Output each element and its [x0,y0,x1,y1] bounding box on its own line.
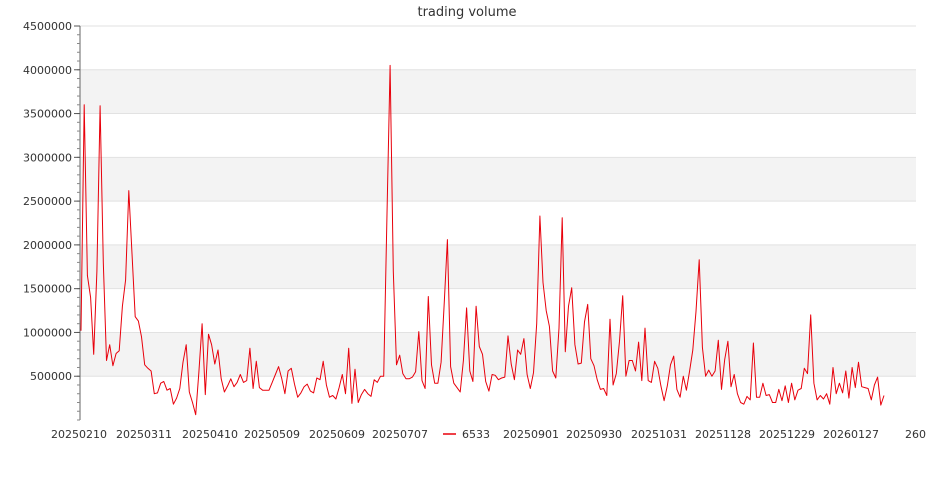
y-tick-label: 2000000 [23,239,72,252]
grid-band [80,332,916,377]
grid-band [80,244,916,289]
x-tick-label: 20250410 [182,428,238,441]
y-tick-label: 2500000 [23,195,72,208]
legend: 6533 [443,428,490,441]
x-tick-label: 20251229 [759,428,815,441]
series-layer [80,64,885,416]
y-axis: 500000 1000000 1500000 2000000 2500000 300000… [23,20,81,421]
x-tick-label: 20250930 [566,428,622,441]
grid-band [80,157,916,202]
chart-title: trading volume [417,5,516,20]
grid-band [80,69,916,114]
x-tick-label: 20250509 [244,428,300,441]
series-line-6533 [80,64,885,416]
grid-bands [80,69,916,377]
x-tick-label: 20260127 [823,428,879,441]
y-tick-label: 4000000 [23,64,72,77]
y-tick-label: 3500000 [23,108,72,121]
legend-label: 6533 [462,428,490,441]
y-tick-label: 1000000 [23,326,72,339]
grid-lines [80,25,916,377]
y-tick-label: 4500000 [23,20,72,33]
y-tick-label: 500000 [30,370,72,383]
x-tick-label: 260 [905,428,926,441]
y-tick-label: 3000000 [23,151,72,164]
x-tick-label: 20250210 [51,428,107,441]
x-tick-label: 20250609 [309,428,365,441]
x-tick-label: 20250311 [116,428,172,441]
x-tick-label: 20250901 [503,428,559,441]
x-tick-label: 20250707 [372,428,428,441]
y-tick-label: 1500000 [23,283,72,296]
x-tick-label: 20251031 [631,428,687,441]
x-tick-label: 20251128 [695,428,751,441]
x-axis: 20250210 20250311 20250410 20250509 20250609… [51,428,926,441]
